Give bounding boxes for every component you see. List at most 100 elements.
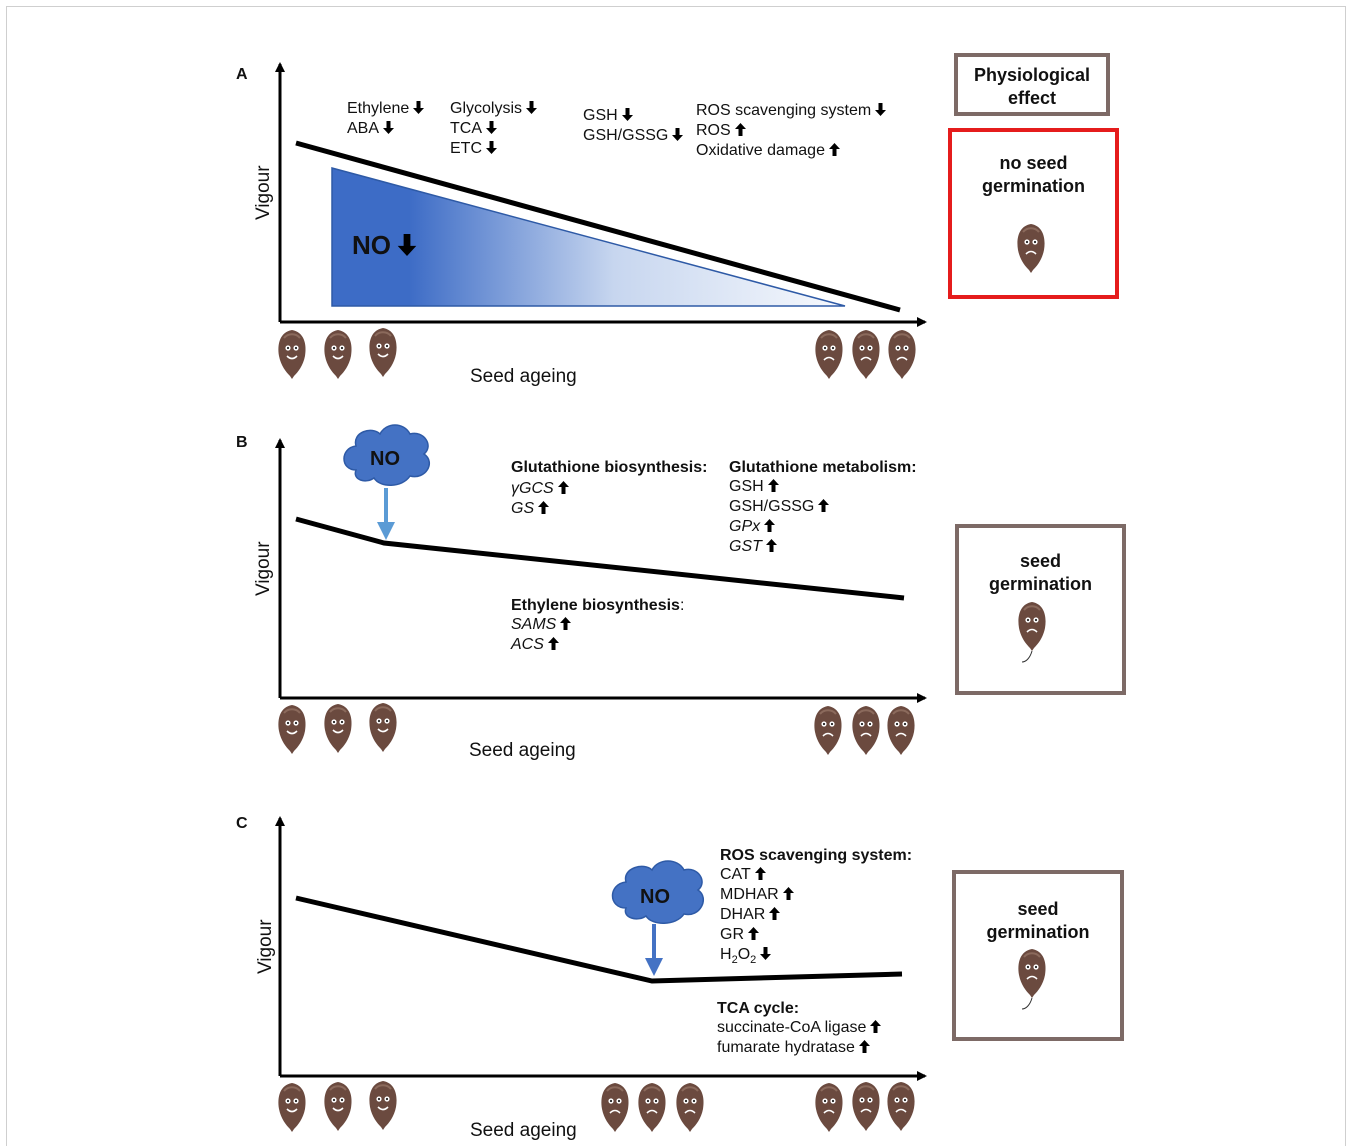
annotation-row: TCA bbox=[450, 119, 537, 139]
arrow-down-icon bbox=[413, 101, 425, 114]
seed-happy-icon bbox=[368, 1080, 398, 1131]
arrow-up-icon bbox=[557, 481, 569, 494]
arrow-up-icon bbox=[828, 143, 840, 156]
seed-sad-icon bbox=[600, 1082, 630, 1133]
annotation-text: fumarate hydratase bbox=[717, 1039, 855, 1056]
seed-sad-icon bbox=[813, 705, 843, 756]
panel-b-cloud-label: NO bbox=[370, 448, 400, 470]
seed-sad-icon bbox=[851, 1081, 881, 1132]
arrow-up-icon bbox=[782, 887, 794, 900]
panel-b-glut-bio-list: γGCS GS bbox=[511, 479, 569, 519]
seed-happy-icon bbox=[323, 703, 353, 754]
annotation-row: GSH/GSSG bbox=[583, 126, 684, 146]
annotation-row: GPx bbox=[729, 517, 829, 537]
annotation-row: GS bbox=[511, 499, 569, 519]
annotation-row: GST bbox=[729, 537, 829, 557]
arrow-down-icon bbox=[486, 141, 497, 154]
arrow-up-icon bbox=[734, 123, 746, 136]
annotation-text: Ethylene bbox=[347, 100, 410, 117]
panel-a-x-label: Seed ageing bbox=[470, 366, 577, 387]
panel-b-no-arrow-head bbox=[377, 522, 395, 540]
annotation-text: GSH/GSSG bbox=[729, 498, 815, 515]
seed-sad-icon bbox=[887, 329, 917, 380]
annotation-row: succinate-CoA ligase bbox=[717, 1018, 882, 1038]
panel-b-x-label: Seed ageing bbox=[469, 740, 576, 761]
annotation-row: ROS bbox=[696, 121, 886, 141]
annotation-row: Oxidative damage bbox=[696, 141, 886, 161]
annotation-row: GSH bbox=[729, 477, 829, 497]
panel-a-annotations-hormones: Ethylene ABA bbox=[347, 99, 425, 139]
arrow-up-icon bbox=[560, 617, 572, 630]
annotation-text: GSH bbox=[729, 478, 764, 495]
arrow-up-icon bbox=[538, 501, 550, 514]
annotation-text: GST bbox=[729, 538, 762, 555]
panel-c-cloud bbox=[611, 860, 704, 924]
annotation-text: TCA bbox=[450, 120, 482, 137]
annotation-row: H2O2 bbox=[720, 945, 794, 970]
annotation-row: ACS bbox=[511, 635, 571, 655]
panel-b-vigour-line bbox=[295, 516, 905, 601]
panel-b-effect-text: seed germination bbox=[988, 551, 1092, 594]
panel-b-effect-box: seed germination bbox=[955, 524, 1126, 695]
panel-c-x-label: Seed ageing bbox=[470, 1120, 577, 1141]
arrow-up-icon bbox=[858, 1040, 870, 1053]
annotation-row: fumarate hydratase bbox=[717, 1038, 881, 1058]
annotation-row: GSH bbox=[583, 106, 683, 126]
seed-sad-icon bbox=[814, 329, 844, 380]
effect-seed-germinating-icon bbox=[1017, 601, 1047, 664]
arrow-down-icon bbox=[672, 128, 684, 141]
panel-a-vigour-line bbox=[295, 140, 901, 313]
panel-c-no-arrow-head bbox=[645, 958, 663, 976]
annotation-row: MDHAR bbox=[720, 885, 794, 905]
arrow-up-icon bbox=[870, 1020, 882, 1033]
seed-happy-icon bbox=[368, 327, 398, 378]
annotation-row: γGCS bbox=[511, 479, 569, 499]
seed-sad-icon bbox=[886, 1081, 916, 1132]
annotation-text: GSH bbox=[583, 107, 618, 124]
arrow-down-icon bbox=[621, 108, 633, 121]
seed-happy-icon bbox=[277, 1082, 307, 1133]
seed-happy-icon bbox=[323, 1081, 353, 1132]
arrow-up-icon bbox=[748, 927, 759, 940]
panel-b-glut-met-title: Glutathione metabolism: bbox=[729, 459, 917, 476]
panel-b-letter: B bbox=[236, 434, 248, 451]
annotation-row: Ethylene bbox=[347, 99, 425, 119]
annotation-text: SAMS bbox=[511, 616, 557, 633]
panel-c-ros-list: CAT MDHAR DHAR GR H2O2 bbox=[720, 865, 794, 970]
seed-happy-icon bbox=[277, 329, 307, 380]
panel-a-annotations-glutathione: GSH GSH/GSSG bbox=[583, 106, 684, 146]
seed-sad-icon bbox=[851, 329, 881, 380]
arrow-up-icon bbox=[754, 867, 766, 880]
panel-a-no-label: NO bbox=[352, 230, 417, 261]
annotation-text: MDHAR bbox=[720, 886, 779, 903]
arrow-up-icon bbox=[769, 907, 781, 920]
arrow-down-icon bbox=[875, 103, 887, 116]
annotation-row: CAT bbox=[720, 865, 794, 885]
arrow-up-icon bbox=[765, 539, 777, 552]
seed-sad-icon bbox=[814, 1082, 844, 1133]
panel-a-annotations-ros: ROS scavenging system ROS Oxidative damage bbox=[696, 101, 887, 161]
seed-happy-icon bbox=[277, 704, 307, 755]
panel-c-cloud-label: NO bbox=[640, 886, 670, 908]
panel-c-letter: C bbox=[236, 815, 248, 832]
panel-c-effect-box: seed germination bbox=[952, 870, 1124, 1041]
arrow-down-icon bbox=[391, 230, 417, 260]
annotation-row: ROS scavenging system bbox=[696, 101, 887, 121]
panel-c-ros-title: ROS scavenging system: bbox=[720, 847, 913, 864]
arrow-up-icon bbox=[547, 637, 559, 650]
annotation-text: ROS scavenging system bbox=[696, 102, 872, 119]
panel-a-seeds bbox=[277, 327, 917, 380]
panel-b-glut-met-list: GSH GSH/GSSG GPx GST bbox=[729, 477, 830, 557]
panel-b-eth-title-wrap: Ethylene biosynthesis: bbox=[511, 597, 685, 614]
annotation-row: SAMS bbox=[511, 615, 572, 635]
physiological-effect-header: Physiological effect bbox=[954, 53, 1110, 116]
seed-happy-icon bbox=[368, 702, 398, 753]
annotation-text: succinate-CoA ligase bbox=[717, 1019, 867, 1036]
panel-a-graph bbox=[275, 62, 927, 327]
annotation-text: GSH/GSSG bbox=[583, 127, 669, 144]
annotation-row: Glycolysis bbox=[450, 99, 538, 119]
annotation-text: GS bbox=[511, 500, 535, 517]
annotation-text: ABA bbox=[347, 120, 380, 137]
panel-b-graph bbox=[275, 424, 927, 703]
